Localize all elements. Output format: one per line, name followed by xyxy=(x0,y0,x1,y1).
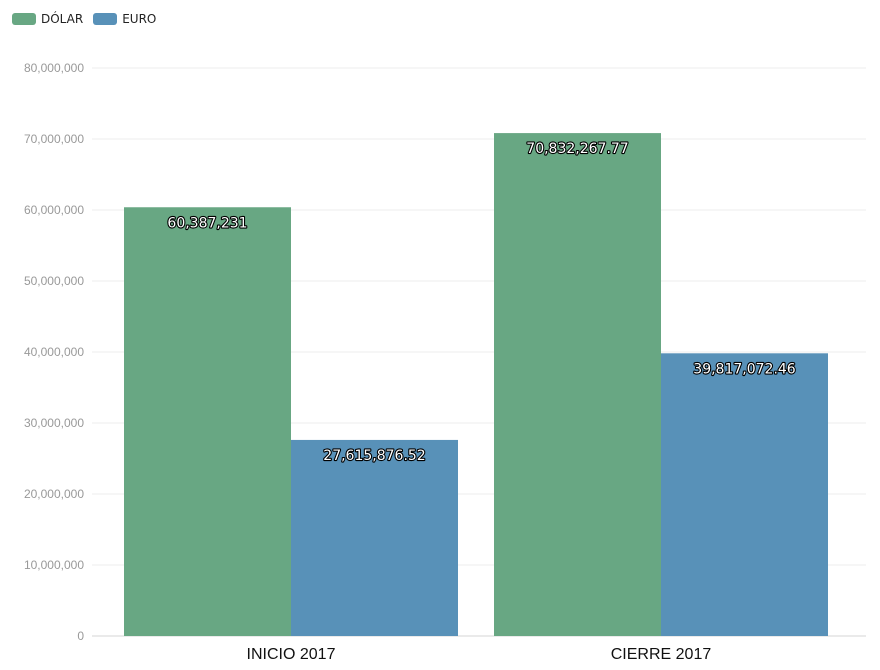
x-tick-label: INICIO 2017 xyxy=(247,646,336,663)
data-label: 27,615,876.52 xyxy=(323,448,425,464)
legend-label-dolar: DÓLAR xyxy=(41,12,84,26)
x-tick-label: CIERRE 2017 xyxy=(611,646,712,663)
bar-euro-1 xyxy=(291,439,458,636)
y-tick-label: 70,000,000 xyxy=(24,132,84,146)
bar-dlar-2 xyxy=(494,133,661,637)
bar-dlar-1 xyxy=(124,207,291,636)
data-label: 39,817,072.46 xyxy=(693,361,796,377)
y-tick-label: 40,000,000 xyxy=(24,345,84,359)
data-label: 60,387,231 xyxy=(167,215,247,231)
legend-item-dolar[interactable]: DÓLAR xyxy=(12,12,83,26)
y-tick-label: 20,000,000 xyxy=(24,487,84,501)
y-tick-label: 30,000,000 xyxy=(24,416,84,430)
y-tick-label: 0 xyxy=(77,629,84,643)
data-label: 70,832,267.77 xyxy=(526,141,628,157)
legend-item-euro[interactable]: EURO xyxy=(93,12,156,26)
legend: DÓLAR EURO xyxy=(12,12,156,26)
legend-label-euro: EURO xyxy=(122,12,157,26)
legend-swatch-dolar xyxy=(12,13,36,25)
y-tick-label: 80,000,000 xyxy=(24,61,84,75)
y-tick-label: 10,000,000 xyxy=(24,558,84,572)
y-tick-label: 60,000,000 xyxy=(24,203,84,217)
bar-euro-2 xyxy=(661,353,828,636)
y-tick-label: 50,000,000 xyxy=(24,274,84,288)
legend-swatch-euro xyxy=(93,13,118,25)
